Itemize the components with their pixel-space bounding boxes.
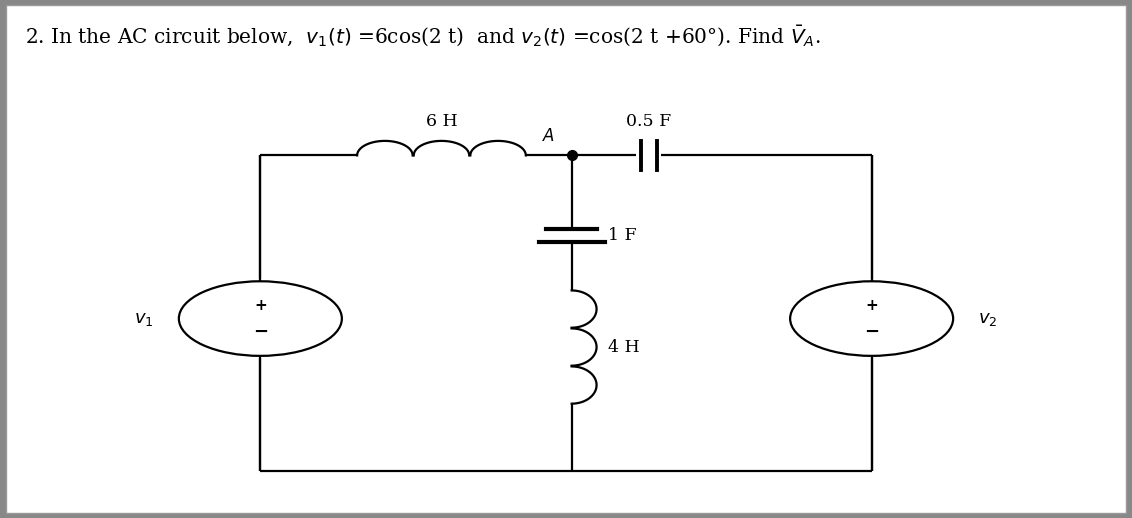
Text: 6 H: 6 H bbox=[426, 112, 457, 130]
Text: $A$: $A$ bbox=[541, 128, 555, 145]
Circle shape bbox=[790, 281, 953, 356]
Text: $v_1$: $v_1$ bbox=[135, 310, 154, 327]
Text: $v_2$: $v_2$ bbox=[978, 310, 997, 327]
Text: 4 H: 4 H bbox=[608, 339, 640, 355]
Text: −: − bbox=[252, 323, 268, 341]
Text: 1 F: 1 F bbox=[608, 227, 636, 244]
Text: 2. In the AC circuit below,  $v_1(t)$ =6cos(2 t)  and $v_2(t)$ =cos(2 t +60°). F: 2. In the AC circuit below, $v_1(t)$ =6c… bbox=[25, 23, 821, 48]
Text: −: − bbox=[864, 323, 880, 341]
Circle shape bbox=[179, 281, 342, 356]
Text: 0.5 F: 0.5 F bbox=[626, 112, 671, 130]
Text: +: + bbox=[254, 298, 267, 313]
Text: +: + bbox=[865, 298, 878, 313]
